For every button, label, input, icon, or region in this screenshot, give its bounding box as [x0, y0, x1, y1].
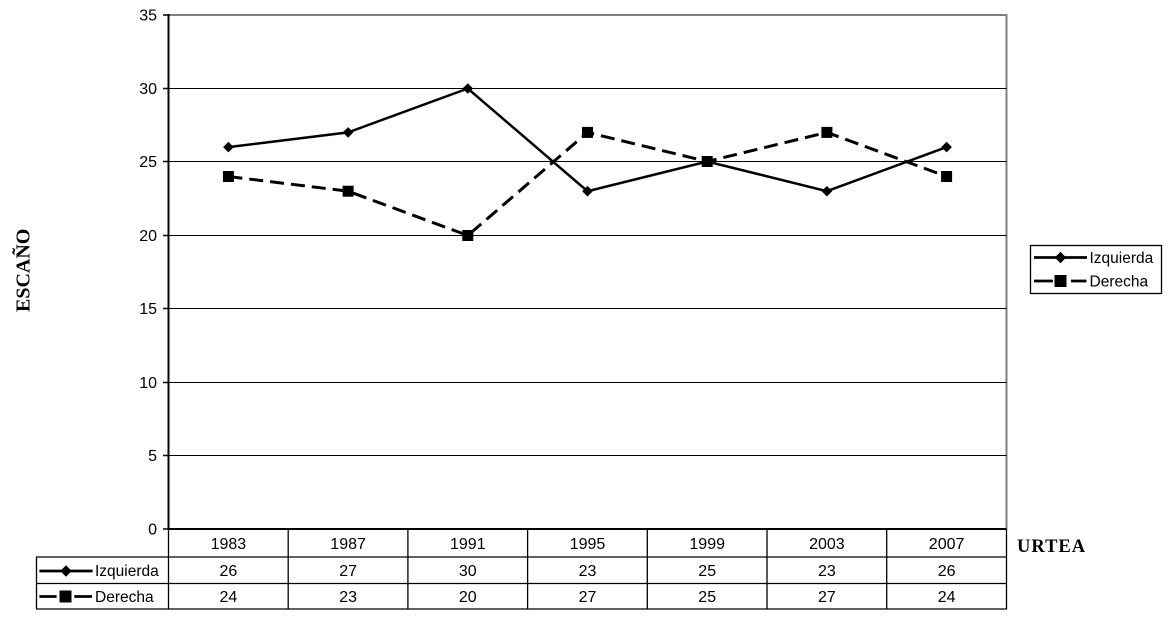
svg-text:24: 24	[220, 589, 238, 606]
svg-text:15: 15	[139, 301, 157, 318]
svg-text:24: 24	[938, 589, 956, 606]
svg-text:5: 5	[148, 448, 157, 465]
svg-text:URTEA: URTEA	[1017, 537, 1086, 557]
svg-text:26: 26	[220, 563, 238, 580]
svg-text:Derecha: Derecha	[95, 589, 154, 606]
svg-text:1995: 1995	[570, 536, 606, 553]
svg-text:35: 35	[139, 8, 157, 25]
svg-text:2003: 2003	[809, 536, 845, 553]
svg-text:30: 30	[139, 81, 157, 98]
svg-text:1991: 1991	[450, 536, 486, 553]
svg-text:23: 23	[339, 589, 357, 606]
svg-text:Izquierda: Izquierda	[1090, 250, 1154, 267]
svg-text:1983: 1983	[211, 536, 247, 553]
svg-text:27: 27	[339, 563, 357, 580]
svg-text:30: 30	[459, 563, 477, 580]
svg-text:25: 25	[698, 563, 716, 580]
svg-text:25: 25	[698, 589, 716, 606]
svg-text:10: 10	[139, 375, 157, 392]
svg-text:20: 20	[459, 589, 477, 606]
svg-text:1987: 1987	[330, 536, 366, 553]
svg-text:25: 25	[139, 154, 157, 171]
svg-text:23: 23	[818, 563, 836, 580]
svg-text:0: 0	[148, 522, 157, 539]
svg-text:20: 20	[139, 228, 157, 245]
svg-text:2007: 2007	[929, 536, 965, 553]
svg-text:Derecha: Derecha	[1090, 274, 1149, 291]
svg-text:27: 27	[579, 589, 597, 606]
svg-text:26: 26	[938, 563, 956, 580]
svg-text:Izquierda: Izquierda	[95, 563, 159, 580]
svg-text:1999: 1999	[689, 536, 725, 553]
svg-text:27: 27	[818, 589, 836, 606]
svg-text:23: 23	[579, 563, 597, 580]
svg-text:ESCAÑO: ESCAÑO	[12, 229, 35, 312]
